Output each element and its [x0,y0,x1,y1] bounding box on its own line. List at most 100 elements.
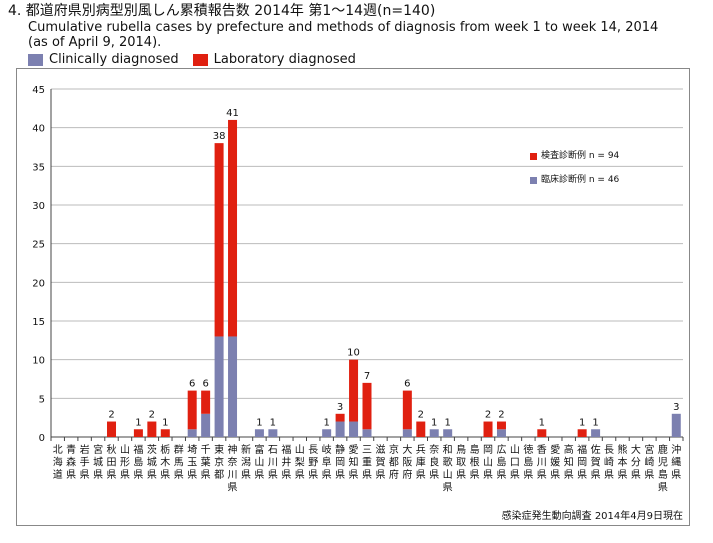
data-label: 1 [539,417,545,428]
data-label: 7 [364,371,370,382]
x-tick-label: 沖縄県 [671,443,681,481]
bar-clinical [402,429,412,437]
x-tick-label: 広島県 [496,443,506,481]
x-tick-label: 鹿児島県 [658,443,668,494]
x-tick-label: 島根県 [470,443,480,481]
y-tick-label: 45 [32,85,45,96]
x-tick-label: 福岡県 [577,443,587,481]
bar-clinical [443,429,453,437]
data-label: 1 [256,417,262,428]
y-tick-label: 35 [32,162,45,173]
x-tick-label: 青森県 [66,443,76,481]
data-label: 3 [673,402,679,413]
x-tick-label: 埼玉県 [187,443,197,481]
bar-lab [201,390,211,414]
chart-title-en-line1: Cumulative rubella cases by prefecture a… [28,20,659,35]
bar-lab [577,429,587,437]
bar-lab [349,359,359,422]
data-label: 1 [431,417,437,428]
bar-clinical [429,429,439,437]
legend-label-clinical: Clinically diagnosed [49,52,179,67]
y-tick-label: 10 [32,356,45,367]
y-tick-label: 0 [39,433,45,444]
x-tick-label: 香川県 [537,444,547,481]
x-tick-label: 鳥取県 [456,443,466,481]
x-tick-label: 静岡県 [335,443,345,481]
x-tick-label: 京都府 [389,443,399,481]
bar-lab [362,382,372,430]
x-tick-label: 栃木県 [160,443,170,481]
x-tick-label: 群馬県 [174,443,184,481]
bar-clinical [671,413,681,437]
top-legend: Clinically diagnosed Laboratory diagnose… [28,52,356,67]
inset-swatch-lab [530,152,537,160]
y-tick-label: 15 [32,317,45,328]
bar-clinical [268,429,278,437]
bar-lab [537,429,547,437]
data-label: 1 [270,417,276,428]
y-tick-label: 5 [39,394,45,405]
x-tick-label: 大分県 [631,443,641,481]
x-tick-label: 兵庫県 [416,443,426,481]
x-tick-label: 東京都 [214,443,224,481]
data-label: 1 [592,417,598,428]
bar-clinical [335,421,345,437]
bar-lab [402,390,412,430]
inset-swatch-clinical [530,176,537,184]
bar-clinical [187,429,197,437]
x-tick-label: 千葉県 [201,444,211,481]
x-tick-label: 熊本県 [617,443,627,481]
x-tick-label: 宮城県 [93,443,103,481]
bar-clinical [228,336,238,437]
legend-label-lab: Laboratory diagnosed [213,52,356,67]
chart-title-jp: 4. 都道府県別病型別風しん累積報告数 2014年 第1〜14週(n=140) [8,3,436,19]
header: 4. 都道府県別病型別風しん累積報告数 2014年 第1〜14週(n=140) … [8,2,708,50]
bar-lab [496,421,506,430]
x-tick-label: 神奈川県 [228,443,238,494]
y-tick-label: 40 [32,124,45,135]
y-tick-label: 30 [32,201,45,212]
inset-label-lab: 検査診断例 n = 94 [541,151,620,161]
x-tick-label: 山口県 [510,444,520,481]
source-note: 感染症発生動向調査 2014年4月9日現在 [501,511,683,522]
x-tick-label: 北海道 [53,444,63,481]
x-tick-label: 岩手県 [80,443,90,481]
data-label: 1 [444,417,450,428]
x-tick-label: 滋賀県 [375,443,385,481]
data-label: 1 [135,417,141,428]
data-label: 1 [162,417,168,428]
data-label: 41 [226,108,239,119]
x-tick-label: 福島県 [133,443,143,481]
x-tick-label: 長野県 [308,444,318,481]
bar-lab [214,143,224,337]
bar-clinical [201,413,211,437]
x-tick-label: 秋田県 [107,443,117,481]
inset-legend: 検査診断例 n = 94 臨床診断例 n = 46 [530,150,619,198]
x-tick-label: 山梨県 [295,444,305,481]
bar-lab [160,429,170,437]
data-label: 6 [202,379,208,390]
legend-swatch-lab [192,53,208,66]
x-tick-label: 茨城県 [147,443,157,481]
data-label: 38 [213,131,226,142]
data-label: 1 [579,417,585,428]
x-tick-label: 富山県 [254,443,264,481]
bar-lab [335,413,345,422]
data-label: 2 [108,410,114,421]
data-label: 3 [337,402,343,413]
y-tick-label: 25 [32,240,45,251]
bar-lab [187,390,197,430]
data-label: 2 [149,410,155,421]
x-tick-label: 石川県 [268,445,278,481]
data-label: 6 [189,379,195,390]
inset-label-clinical: 臨床診断例 n = 46 [541,175,620,185]
x-tick-label: 愛知県 [349,443,359,481]
data-label: 2 [485,410,491,421]
chart-title-en-line2: (as of April 9, 2014). [28,35,162,50]
bar-lab [133,429,143,437]
bar-lab [147,421,157,437]
bar-clinical [322,429,332,437]
data-label: 2 [418,410,424,421]
x-tick-label: 高知県 [564,443,574,481]
